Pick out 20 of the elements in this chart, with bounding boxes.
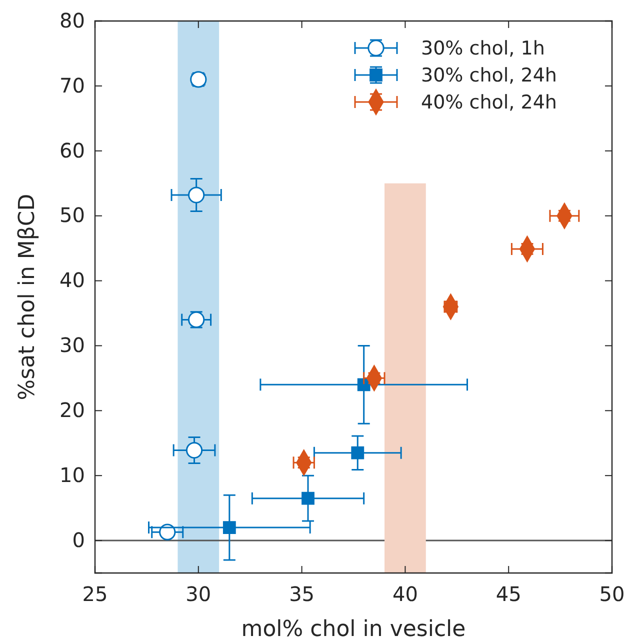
y-tick-label: 60 xyxy=(60,138,85,162)
y-axis-title: %sat chol in MβCD xyxy=(15,194,40,400)
x-axis-title: mol% chol in vesicle xyxy=(241,617,466,642)
y-tick-label: 10 xyxy=(60,462,85,487)
y-tick-label: 70 xyxy=(60,73,85,98)
x-tick-label: 50 xyxy=(599,582,625,606)
x-tick-label: 35 xyxy=(289,582,315,606)
x-tick-label: 45 xyxy=(496,582,522,606)
y-tick-label: 50 xyxy=(60,203,85,228)
y-tick-label: 30 xyxy=(60,333,85,358)
y-tick-label: 80 xyxy=(60,8,85,32)
y-tick-label: 40 xyxy=(60,268,85,292)
x-tick-label: 40 xyxy=(392,582,418,606)
x-tick-label: 25 xyxy=(82,582,108,606)
y-tick-label: 0 xyxy=(72,528,85,552)
legend-label: 30% chol, 1h xyxy=(421,38,545,60)
legend-label: 40% chol, 24h xyxy=(421,92,557,114)
x-tick-label: 30 xyxy=(186,582,212,606)
y-tick-label: 20 xyxy=(60,398,85,422)
legend-label: 30% chol, 24h xyxy=(421,64,557,87)
